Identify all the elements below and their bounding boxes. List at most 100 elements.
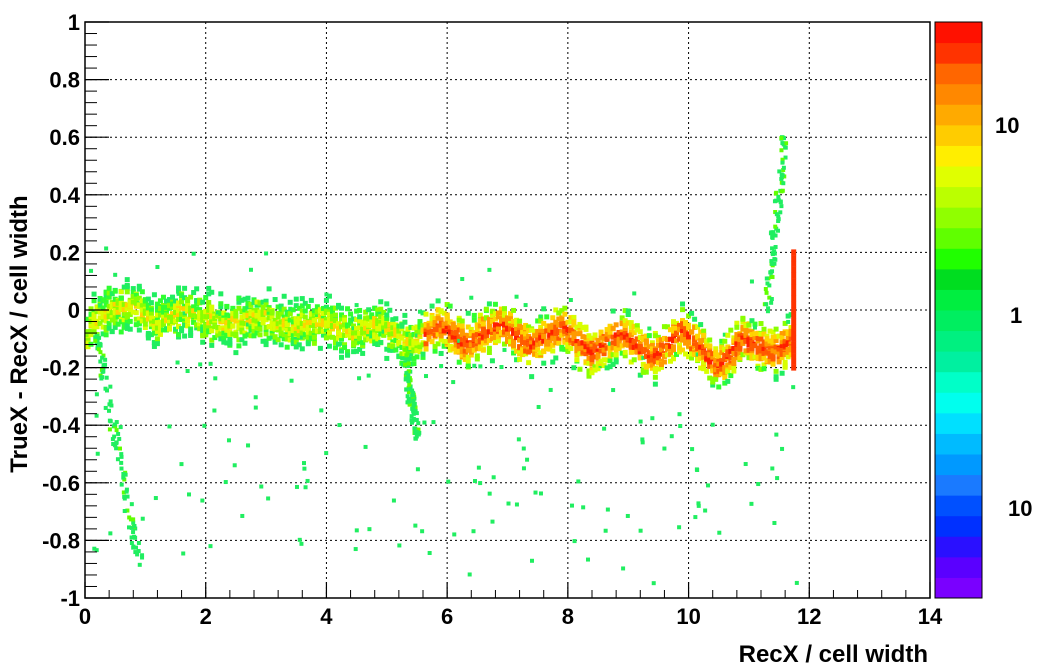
heatmap-cell (95, 451, 100, 456)
heatmap-cell (221, 310, 227, 316)
heatmap-cell (157, 323, 163, 329)
heatmap-cell (91, 329, 97, 335)
heatmap-cell (354, 317, 360, 323)
heatmap-cell (689, 355, 695, 361)
heatmap-cell (381, 323, 387, 329)
heatmap-cell (728, 327, 734, 333)
heatmap-cell (791, 385, 796, 390)
heatmap-cell (167, 297, 172, 303)
heatmap-cell (662, 446, 667, 451)
heatmap-cell (319, 408, 324, 413)
heatmap-cell (586, 344, 592, 350)
heatmap-cell (743, 462, 748, 467)
heatmap-cell (621, 566, 626, 571)
heatmap-cell (761, 341, 767, 347)
heatmap-cell (170, 294, 176, 300)
heatmap-cell (441, 310, 447, 316)
heatmap-cell (447, 329, 453, 335)
heatmap-cell (710, 382, 716, 388)
palette-swatch (935, 577, 982, 599)
heatmap-cell (520, 339, 526, 345)
heatmap-cell (764, 349, 770, 355)
heatmap-cell (547, 346, 553, 352)
heatmap-cell (525, 457, 530, 462)
heatmap-cell (345, 331, 351, 337)
heatmap-cell (124, 489, 129, 494)
heatmap-cell (106, 308, 112, 314)
heatmap-cell (233, 333, 239, 339)
heatmap-cell (133, 316, 139, 322)
heatmap-cell (791, 364, 797, 371)
heatmap-cell (674, 331, 679, 337)
heatmap-cell (101, 353, 106, 358)
heatmap-cell (647, 326, 652, 331)
heatmap-cell (774, 212, 779, 217)
heatmap-cell (704, 351, 710, 357)
heatmap-cell (791, 278, 797, 285)
heatmap-cell (336, 325, 341, 331)
heatmap-cell (94, 324, 100, 330)
heatmap-cell (179, 305, 185, 311)
heatmap-cell (749, 343, 755, 349)
heatmap-cell (755, 356, 761, 362)
heatmap-cell (480, 340, 486, 346)
heatmap-cell (426, 336, 432, 342)
heatmap-cell (218, 304, 224, 310)
heatmap-cell (568, 298, 573, 303)
heatmap-cell (139, 303, 145, 309)
heatmap-cell (550, 342, 556, 348)
heatmap-cell (465, 340, 471, 346)
heatmap-cell (483, 306, 489, 312)
heatmap-cell (716, 361, 722, 367)
heatmap-cell (643, 340, 649, 346)
heatmap-cell (408, 338, 414, 344)
heatmap-cell (779, 355, 785, 361)
heatmap-cell (523, 348, 529, 354)
heatmap-cell (556, 322, 562, 328)
heatmap-cell (652, 348, 658, 354)
heatmap-cell (342, 314, 348, 320)
heatmap-cell (354, 330, 360, 336)
heatmap-cell (399, 335, 405, 341)
heatmap-cell (140, 555, 145, 560)
heatmap-cell (459, 344, 465, 350)
heatmap-cell (232, 463, 237, 468)
heatmap-cell (592, 354, 598, 360)
heatmap-cell (124, 319, 130, 325)
heatmap-cell (353, 547, 358, 552)
heatmap-cell (774, 226, 779, 231)
heatmap-cell (269, 334, 275, 340)
heatmap-cell (538, 340, 544, 346)
heatmap-cell (487, 491, 492, 496)
heatmap-cell (607, 325, 613, 331)
heatmap-cell (628, 320, 634, 326)
heatmap-cell (393, 347, 399, 353)
heatmap-cell (576, 479, 581, 484)
heatmap-cell (451, 380, 456, 385)
heatmap-cell (677, 336, 683, 342)
heatmap-cell (263, 324, 269, 330)
heatmap-cell (553, 340, 559, 346)
heatmap-cell (323, 316, 329, 322)
heatmap-cell (254, 299, 260, 305)
heatmap-cell (194, 322, 200, 328)
heatmap-cell (242, 314, 248, 320)
heatmap-cell (191, 313, 197, 319)
heatmap-cell (529, 340, 535, 346)
heatmap-cell (655, 334, 661, 340)
x-tick-label: 6 (441, 604, 453, 629)
heatmap-cell (354, 303, 359, 308)
heatmap-cell (765, 309, 770, 314)
heatmap-cell (707, 363, 713, 369)
heatmap-cell (121, 475, 126, 480)
heatmap-cell (465, 359, 471, 365)
heatmap-cell (489, 318, 495, 324)
heatmap-cell (154, 338, 160, 344)
heatmap-cell (354, 326, 360, 332)
y-tick-label: 1 (68, 10, 80, 35)
heatmap-cell (260, 309, 266, 315)
heatmap-cell (641, 355, 646, 360)
heatmap-cell (233, 309, 239, 315)
heatmap-cell (218, 336, 224, 342)
heatmap-cell (85, 329, 91, 335)
